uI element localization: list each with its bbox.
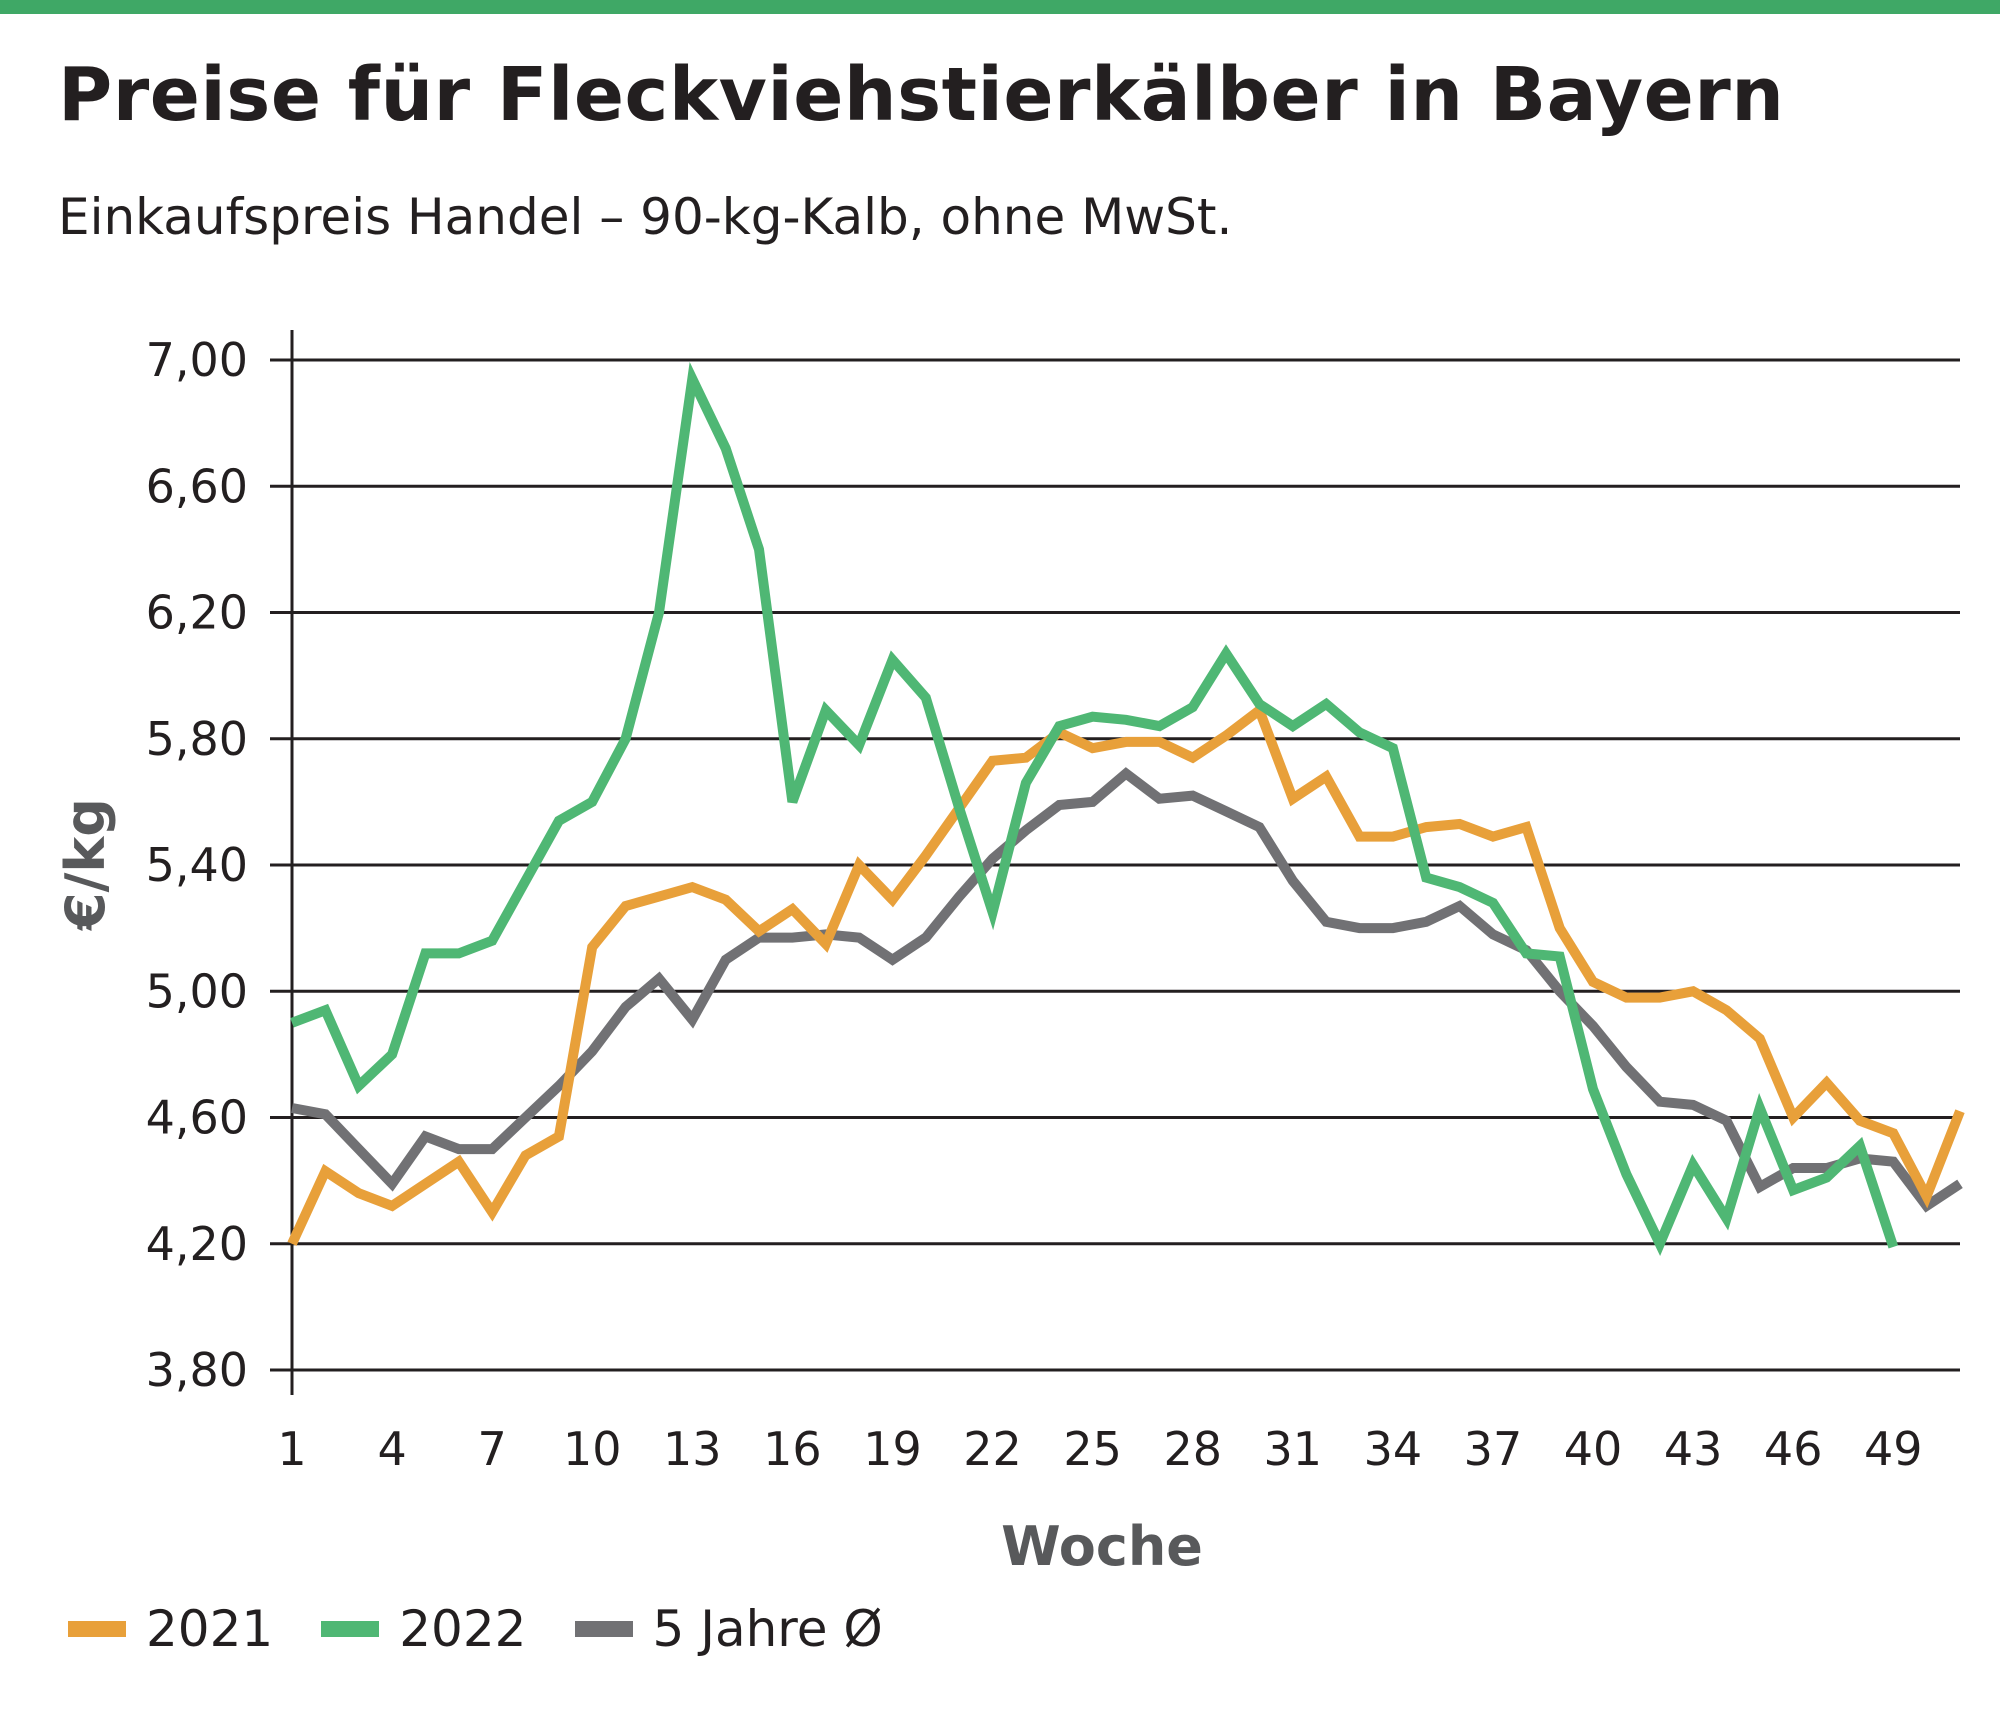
y-tick-label: 7,00 — [146, 333, 248, 387]
y-tick-label: 6,20 — [146, 586, 248, 640]
x-tick-label: 7 — [478, 1422, 507, 1476]
x-tick-label: 31 — [1264, 1422, 1323, 1476]
legend-swatch-5-year-average — [574, 1621, 633, 1637]
x-tick-label: 4 — [377, 1422, 406, 1476]
chart-subtitle: Einkaufspreis Handel – 90-kg-Kalb, ohne … — [58, 188, 1233, 246]
y-tick-label: 3,80 — [146, 1343, 248, 1397]
grid-lines — [270, 330, 1960, 1395]
legend-label-5-year-average: 5 Jahre Ø — [652, 1600, 883, 1658]
x-tick-label: 34 — [1364, 1422, 1423, 1476]
x-tick-label: 28 — [1163, 1422, 1222, 1476]
x-tick-label: 19 — [863, 1422, 922, 1476]
x-tick-label: 25 — [1063, 1422, 1122, 1476]
y-tick-label: 4,60 — [146, 1091, 248, 1145]
x-tick-label: 40 — [1564, 1422, 1623, 1476]
legend-item-2021: 2021 — [68, 1600, 273, 1658]
chart-title: Preise für Fleckviehstierkälber in Bayer… — [58, 52, 1785, 138]
legend-swatch-2022 — [321, 1621, 380, 1637]
legend-item-2022: 2022 — [321, 1600, 527, 1658]
x-tick-label: 49 — [1864, 1422, 1923, 1476]
y-tick-label: 4,20 — [146, 1217, 248, 1271]
top-accent-bar — [0, 0, 2000, 14]
x-tick-label: 37 — [1464, 1422, 1523, 1476]
y-tick-label: 5,40 — [146, 838, 248, 892]
x-tick-label: 10 — [563, 1422, 622, 1476]
series-lines — [287, 361, 1965, 1256]
x-tick-label: 16 — [763, 1422, 822, 1476]
legend-swatch-2021 — [68, 1621, 126, 1637]
y-tick-labels: 3,80 4,20 4,60 5,00 5,40 5,80 6,20 6,60 7,00 — [146, 333, 248, 1397]
series-line-2022 — [290, 361, 1899, 1256]
x-tick-label: 46 — [1764, 1422, 1823, 1476]
x-axis-label: Woche — [1001, 1515, 1203, 1578]
legend: 2021 2022 5 Jahre Ø — [68, 1600, 931, 1658]
x-tick-label: 43 — [1664, 1422, 1723, 1476]
y-axis-label: €/kg — [54, 798, 117, 932]
legend-item-5-year-average: 5 Jahre Ø — [574, 1600, 883, 1658]
y-tick-label: 5,80 — [146, 712, 248, 766]
x-tick-label: 1 — [277, 1422, 306, 1476]
x-tick-label: 13 — [663, 1422, 722, 1476]
y-tick-label: 5,00 — [146, 964, 248, 1018]
y-tick-label: 6,60 — [146, 459, 248, 513]
legend-label-2021: 2021 — [146, 1600, 274, 1658]
series-line-2021 — [287, 702, 1965, 1246]
legend-label-2022: 2022 — [399, 1600, 527, 1658]
x-tick-label: 22 — [963, 1422, 1022, 1476]
x-tick-labels: 1 4 7 10 13 16 19 22 25 28 31 34 37 40 43 46 49 — [277, 1422, 1922, 1476]
